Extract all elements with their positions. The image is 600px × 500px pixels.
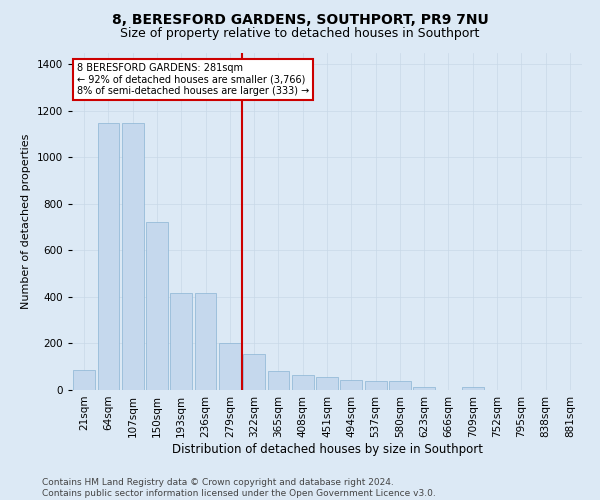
Bar [462, 387, 484, 390]
Text: Size of property relative to detached houses in Southport: Size of property relative to detached ho… [121, 28, 479, 40]
X-axis label: Distribution of detached houses by size in Southport: Distribution of detached houses by size … [172, 442, 482, 456]
Bar [146, 222, 168, 390]
Bar [413, 387, 435, 390]
Bar [194, 294, 217, 390]
Bar [122, 124, 143, 390]
Bar [316, 377, 338, 390]
Text: Contains HM Land Registry data © Crown copyright and database right 2024.
Contai: Contains HM Land Registry data © Crown c… [42, 478, 436, 498]
Bar [170, 294, 192, 390]
Text: 8 BERESFORD GARDENS: 281sqm
← 92% of detached houses are smaller (3,766)
8% of s: 8 BERESFORD GARDENS: 281sqm ← 92% of det… [77, 62, 310, 96]
Bar [365, 380, 386, 390]
Bar [219, 344, 241, 390]
Bar [73, 370, 95, 390]
Bar [340, 380, 362, 390]
Text: 8, BERESFORD GARDENS, SOUTHPORT, PR9 7NU: 8, BERESFORD GARDENS, SOUTHPORT, PR9 7NU [112, 12, 488, 26]
Y-axis label: Number of detached properties: Number of detached properties [21, 134, 31, 309]
Bar [243, 354, 265, 390]
Bar [292, 375, 314, 390]
Bar [389, 380, 411, 390]
Bar [97, 124, 119, 390]
Bar [268, 372, 289, 390]
